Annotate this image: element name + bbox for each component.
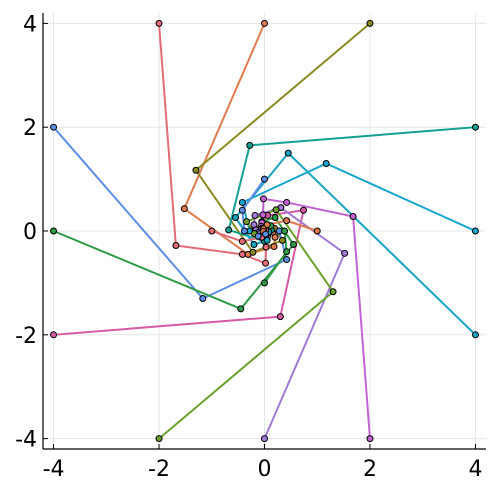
series-2-point-0 [366,19,374,27]
axes [42,13,486,450]
series-10-point-1 [349,212,357,220]
series-5-point-1 [199,294,207,302]
y-tick-label-0: -4 [15,428,37,453]
series-11-point-3 [250,240,258,248]
x-tick-label-1: -2 [148,457,170,482]
series-14-point-0 [313,227,321,235]
series-11-point-2 [231,214,239,222]
series-11-point-0 [471,331,479,339]
series-9-point-2 [272,206,280,214]
series-10-point-0 [366,435,374,443]
series-12-point-1 [238,237,246,245]
series-6-point-3 [271,214,279,222]
series-13-point-0 [261,279,268,287]
series-3-point-0 [471,123,479,131]
series-15-point-3 [254,232,262,240]
series-9-point-3 [243,218,251,226]
series-4-point-1 [322,160,330,168]
series-3-point-2 [225,226,233,234]
series-1-point-3 [270,243,278,251]
series-markers [50,19,479,443]
series-13-point-1 [283,248,291,256]
series-11-point-4 [263,236,271,244]
y-tick-label-4: 4 [23,12,37,37]
series-7-point-2 [300,206,308,214]
series-5-point-0 [50,123,58,131]
series-1-point-1 [180,205,188,213]
series-5-point-2 [283,256,291,264]
series-0-point-1 [172,242,180,250]
series-1-point-0 [261,19,268,27]
series-2-point-3 [278,236,286,244]
series-0-point-0 [155,19,163,27]
series-0-point-2 [238,250,246,258]
x-tick-label-0: -4 [43,457,65,482]
x-tick-label-3: 2 [363,457,377,482]
series-15-point-1 [238,206,246,214]
series-15-point-0 [261,175,268,183]
series-13-point-2 [281,227,289,235]
series-line-5 [52,126,288,300]
y-tick-label-3: 2 [23,116,37,141]
x-tick-label-2: 0 [258,457,272,482]
series-11-point-1 [284,149,292,157]
series-3-point-1 [246,141,254,149]
y-tick-label-1: -2 [15,324,37,349]
series-6-point-2 [290,240,298,248]
series-7-point-1 [276,313,284,321]
series-10-point-2 [283,198,291,206]
series-10-point-3 [259,195,267,203]
series-9-point-0 [155,435,163,443]
series-8-point-0 [261,435,268,443]
series-8-point-1 [341,249,349,257]
series-14-point-1 [283,217,291,225]
y-tick-label-2: 0 [23,220,37,245]
series-15-point-4 [262,230,270,238]
series-0-point-3 [262,259,270,267]
x-tick-label-4: 4 [468,457,482,482]
tick-labels: -4 -2 0 2 4 -4 -2 0 2 4 [15,12,482,482]
series-12-point-0 [208,227,216,235]
series-0-point-4 [262,243,270,251]
series-6-point-0 [50,227,58,235]
series-4-point-0 [471,227,479,235]
series-7-point-0 [50,331,58,339]
series-9-point-1 [329,288,337,296]
series-4-point-2 [238,198,246,206]
series-10-point-4 [259,211,267,219]
series-2-point-2 [249,248,257,256]
series-8-point-3 [251,211,259,219]
series-15-point-2 [240,227,248,235]
series-2-point-1 [192,166,200,174]
series-6-point-1 [237,305,245,313]
